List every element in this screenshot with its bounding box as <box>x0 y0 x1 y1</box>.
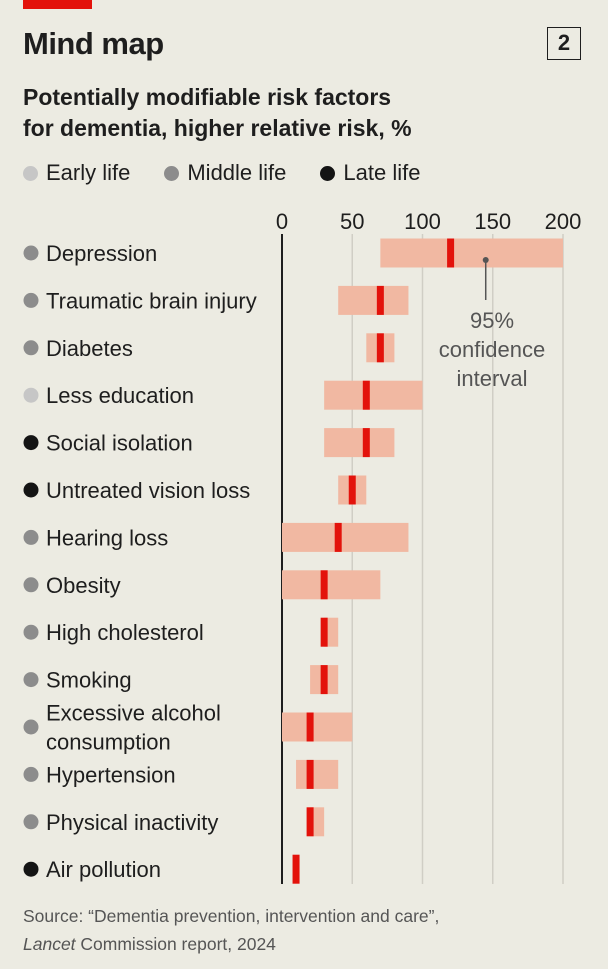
x-tick-label: 100 <box>404 209 441 234</box>
chart-title: Mind map <box>23 26 164 61</box>
ci-band <box>282 522 409 552</box>
source-line-1: Source: “Dementia prevention, interventi… <box>23 906 440 926</box>
source-publication: Lancet <box>23 934 76 954</box>
row-label: Diabetes <box>46 336 133 361</box>
annotation-text: interval <box>457 366 528 391</box>
point-layer <box>292 238 455 884</box>
life-stage-dot <box>23 814 39 830</box>
life-stage-dot <box>23 672 39 688</box>
ci-band <box>338 285 409 315</box>
point-estimate <box>334 522 342 552</box>
ci-band <box>310 807 325 837</box>
row-label: Hypertension <box>46 762 176 787</box>
point-estimate <box>292 854 300 884</box>
life-stage-dot <box>23 861 39 877</box>
x-tick-label: 200 <box>545 209 582 234</box>
life-stage-dot <box>23 577 39 593</box>
row-label: Air pollution <box>46 857 161 882</box>
life-stage-dot <box>23 387 39 403</box>
x-tick-label: 0 <box>276 209 288 234</box>
row-label: Smoking <box>46 668 132 693</box>
life-stage-dot <box>23 482 39 498</box>
row-label: Obesity <box>46 573 121 598</box>
row-label-layer: Depression Traumatic brain injury Diabetes… <box>23 241 257 882</box>
point-estimate <box>447 238 455 268</box>
ci-band <box>380 238 563 268</box>
row-label: Physical inactivity <box>46 810 218 835</box>
source-line-2: Lancet Commission report, 2024 <box>23 930 439 958</box>
point-estimate <box>376 333 384 363</box>
subtitle-line-1: Potentially modifiable risk factors <box>23 84 392 110</box>
ci-band <box>324 617 339 647</box>
life-stage-dot <box>23 435 39 451</box>
life-stage-dot <box>23 719 39 735</box>
legend-item-late-life: Late life <box>320 160 420 186</box>
life-stage-dot <box>23 292 39 308</box>
row-label: consumption <box>46 730 171 755</box>
legend-dot-middle-life <box>164 165 180 181</box>
row-label: High cholesterol <box>46 620 204 645</box>
legend-label: Early life <box>46 160 131 185</box>
subtitle-line-2: for dementia, higher relative risk, % <box>23 115 412 141</box>
source-suffix: Commission report, 2024 <box>75 934 276 954</box>
life-stage-dot <box>23 340 39 356</box>
point-estimate <box>362 428 370 458</box>
row-label: Less education <box>46 383 194 408</box>
row-label: Social isolation <box>46 431 193 456</box>
annotation-text: 95% <box>470 308 514 333</box>
ci-band <box>296 759 339 789</box>
legend-dot-late-life <box>320 165 336 181</box>
point-estimate <box>362 380 370 410</box>
legend: Early life Middle life Late life <box>23 160 454 186</box>
life-stage-dot <box>23 245 39 261</box>
row-label: Untreated vision loss <box>46 478 250 503</box>
ci-band <box>282 712 353 742</box>
life-stage-dot <box>23 766 39 782</box>
life-stage-dot <box>23 529 39 545</box>
point-estimate <box>376 285 384 315</box>
ci-band-layer <box>282 238 563 837</box>
point-estimate <box>306 712 314 742</box>
annotation-layer: 95% confidence interval <box>439 257 545 391</box>
brand-bar <box>23 0 92 9</box>
point-estimate <box>320 570 328 600</box>
point-estimate <box>320 617 328 647</box>
x-tick-label: 150 <box>474 209 511 234</box>
annotation-text: confidence <box>439 337 545 362</box>
ci-band <box>282 570 381 600</box>
legend-label: Late life <box>343 160 421 185</box>
legend-label: Middle life <box>187 160 287 185</box>
life-stage-dot <box>23 624 39 640</box>
point-estimate <box>306 759 314 789</box>
ci-band <box>324 380 423 410</box>
source-note: Source: “Dementia prevention, interventi… <box>23 902 439 958</box>
row-label: Hearing loss <box>46 525 168 550</box>
row-label: Depression <box>46 241 157 266</box>
legend-dot-early-life <box>23 165 38 181</box>
chart-subtitle: Potentially modifiable risk factors for … <box>23 82 412 144</box>
point-estimate <box>306 807 314 837</box>
row-label: Excessive alcohol <box>46 701 221 726</box>
row-label: Traumatic brain injury <box>46 288 257 313</box>
point-estimate <box>348 475 356 505</box>
x-tick-label: 50 <box>340 209 364 234</box>
point-estimate <box>320 665 328 695</box>
legend-item-early-life: Early life <box>23 160 130 186</box>
ci-band <box>324 428 395 458</box>
legend-item-middle-life: Middle life <box>164 160 286 186</box>
grid-layer: 0 50 100 150 200 <box>276 209 581 884</box>
chart-number-badge: 2 <box>547 27 581 60</box>
